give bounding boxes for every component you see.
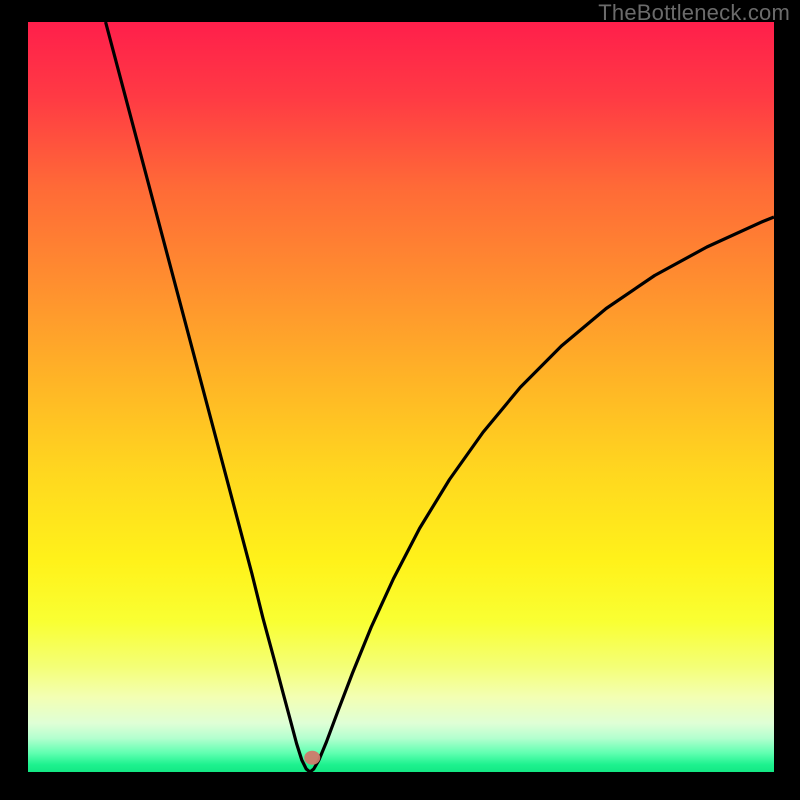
chart-frame: TheBottleneck.com: [0, 0, 800, 800]
optimal-point-marker: [304, 751, 320, 765]
chart-plot-background: [28, 22, 774, 772]
watermark-text: TheBottleneck.com: [598, 0, 790, 26]
bottleneck-chart: [0, 0, 800, 800]
